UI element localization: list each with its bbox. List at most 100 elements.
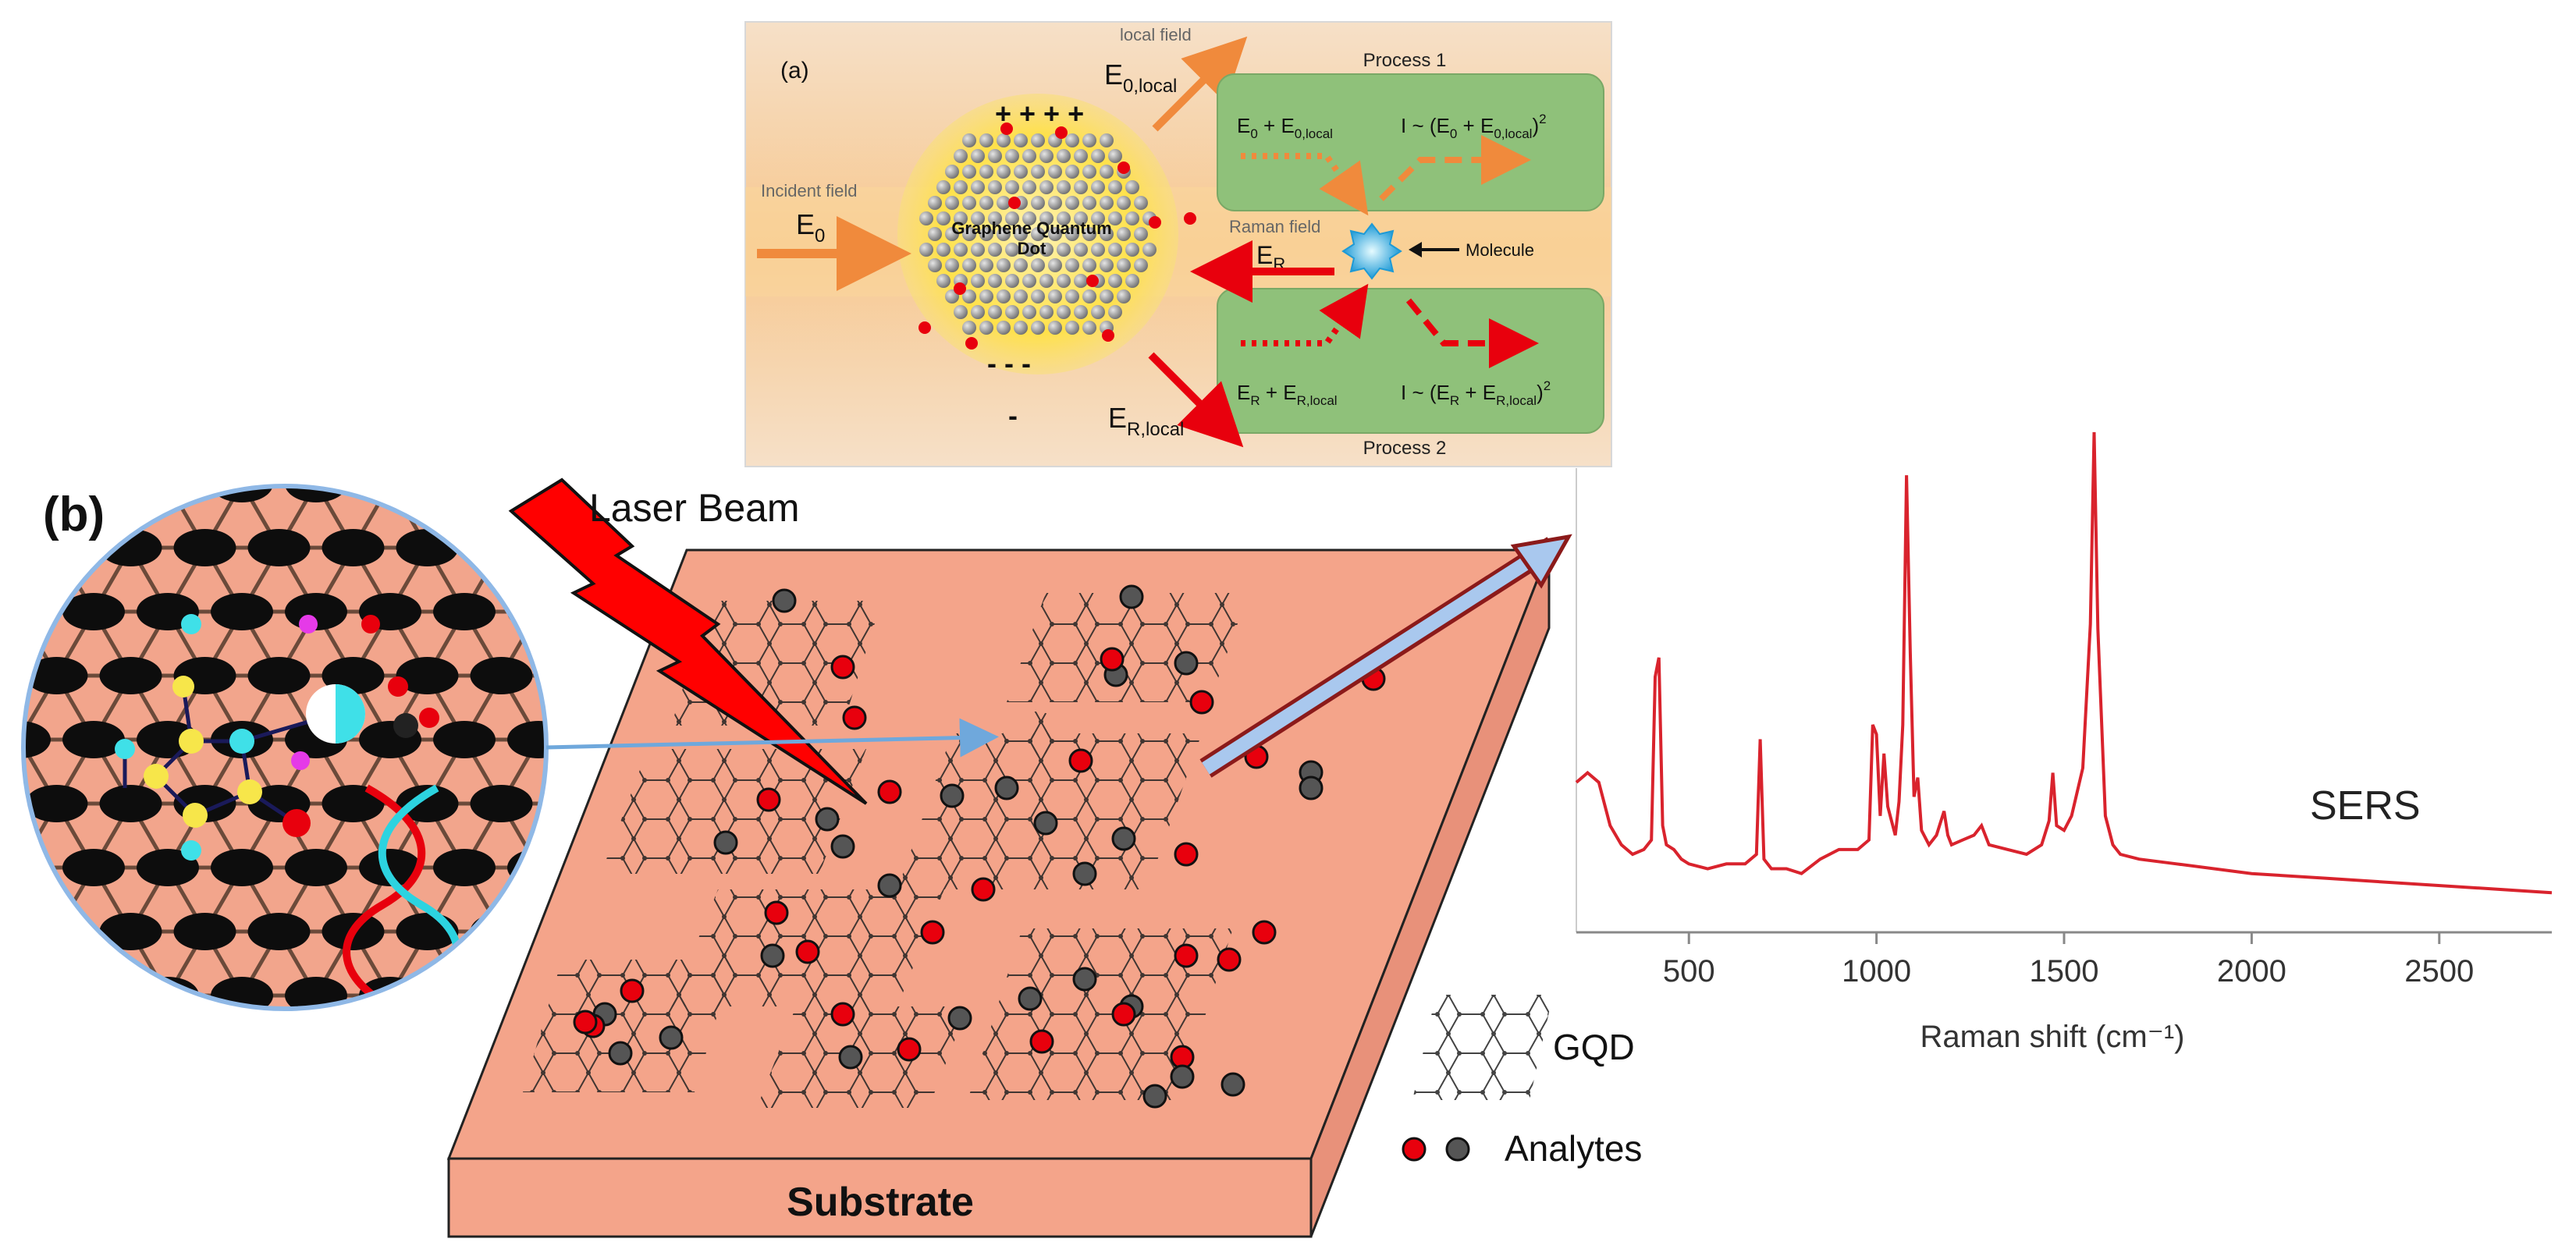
lattice-bond	[316, 1059, 354, 1123]
carbon-atom	[1082, 289, 1096, 303]
carbon-atom	[1074, 305, 1088, 319]
lattice-carbon-atom	[471, 401, 533, 438]
oxygen-atom	[1149, 216, 1161, 229]
carbon-atom	[988, 180, 1002, 194]
lattice-bond	[0, 484, 20, 548]
gqd-flake	[523, 960, 734, 1092]
lattice-bond	[390, 1059, 428, 1123]
analyte-grey	[1299, 776, 1324, 800]
lattice-carbon-atom	[322, 401, 385, 438]
carbon-atom	[1005, 274, 1019, 288]
carbon-atom	[1082, 227, 1096, 241]
lattice-bond	[94, 1059, 131, 1123]
lattice-carbon-atom	[99, 913, 162, 950]
lattice-bond	[650, 420, 688, 484]
carbon-atom	[979, 196, 993, 210]
lattice-carbon-atom	[0, 785, 14, 822]
carbon-atom	[988, 274, 1002, 288]
lattice-carbon-atom	[247, 913, 311, 950]
oxygen-atom	[1086, 275, 1099, 287]
carbon-atom	[962, 227, 976, 241]
carbon-atom	[1117, 196, 1131, 210]
lattice-carbon-atom	[396, 785, 459, 822]
analyte-grey	[1072, 967, 1097, 992]
carbon-atom	[954, 149, 968, 163]
lattice-bond	[242, 1059, 279, 1123]
analyte-grey	[1174, 651, 1199, 676]
carbon-atom	[954, 243, 968, 257]
carbon-atom	[1048, 258, 1062, 272]
lattice-bond	[0, 676, 20, 740]
oxygen-atom	[965, 337, 978, 350]
laser-spot	[1003, 712, 1065, 755]
carbon-atom	[1014, 227, 1028, 241]
carbon-atom	[1082, 165, 1096, 179]
carbon-atom	[1074, 274, 1088, 288]
atom-half-cyan	[336, 684, 365, 744]
analyte-red	[897, 1037, 922, 1062]
lattice-bond	[55, 994, 96, 1009]
carbon-atom	[1039, 305, 1053, 319]
carbon-atom	[1065, 227, 1079, 241]
lattice-carbon-atom	[62, 849, 125, 886]
lattice-carbon-atom	[247, 657, 311, 694]
carbon-atom	[1031, 165, 1045, 179]
lattice-carbon-atom	[396, 1041, 459, 1078]
lattice-bond	[428, 1059, 465, 1123]
carbon-atom	[1082, 321, 1096, 335]
analyte-grey	[1142, 1084, 1167, 1109]
atom-cyan	[181, 840, 201, 861]
carbon-atom	[1057, 243, 1071, 257]
x-tick-label: 500	[1663, 954, 1715, 988]
carbon-atom	[971, 180, 985, 194]
carbon-atom	[1134, 258, 1148, 272]
lattice-carbon-atom	[396, 657, 459, 694]
carbon-atom	[1082, 258, 1096, 272]
analyte-red	[1252, 920, 1277, 945]
lattice-bond	[165, 994, 207, 1009]
lattice-carbon-atom	[23, 593, 51, 630]
lattice-bond	[536, 610, 546, 677]
charges-top: + + + +	[995, 98, 1084, 130]
lattice-carbon-atom	[470, 785, 533, 822]
gqd-flake	[601, 749, 866, 874]
raman-field-caption: Raman field	[1229, 217, 1320, 236]
carbon-atom	[1091, 305, 1105, 319]
lattice-carbon-atom	[25, 785, 88, 822]
process1-box	[1217, 73, 1604, 211]
x-tick-label: 2500	[2404, 954, 2474, 988]
carbon-atom	[1125, 211, 1139, 225]
carbon-atom	[1125, 243, 1139, 257]
carbon-atom	[928, 258, 942, 272]
substrate-side-face	[1309, 549, 1551, 1237]
analyte-red	[830, 655, 855, 680]
lattice-bond	[168, 420, 205, 484]
carbon-atom	[971, 305, 985, 319]
carbon-atom	[997, 133, 1011, 147]
analyte-red	[842, 705, 867, 730]
carbon-atom	[1100, 289, 1114, 303]
lattice-carbon-atom	[137, 486, 199, 502]
carbon-atom	[1108, 243, 1122, 257]
carbon-atom	[1091, 243, 1105, 257]
carbon-atom	[1117, 258, 1131, 272]
lattice-bond	[0, 420, 20, 484]
carbon-atom	[988, 149, 1002, 163]
lattice-carbon-atom	[62, 593, 125, 630]
analyte-red	[795, 939, 820, 964]
carbon-atom	[971, 274, 985, 288]
carbon-atom	[1065, 321, 1079, 335]
lattice-carbon-atom	[99, 785, 162, 822]
local-field-caption: local field	[1120, 25, 1192, 44]
carbon-atom	[1091, 180, 1105, 194]
carbon-atom	[1022, 211, 1036, 225]
molecule-pointer-head	[1409, 242, 1422, 257]
carbon-atom	[1048, 289, 1062, 303]
gqd-atom-cluster	[918, 122, 1196, 350]
carbon-atom	[1117, 289, 1131, 303]
carbon-atom	[962, 258, 976, 272]
lattice-carbon-atom	[0, 529, 14, 566]
carbon-atom	[936, 243, 950, 257]
laser-beam-label: Laser Beam	[589, 486, 800, 530]
carbon-atom	[1022, 305, 1036, 319]
